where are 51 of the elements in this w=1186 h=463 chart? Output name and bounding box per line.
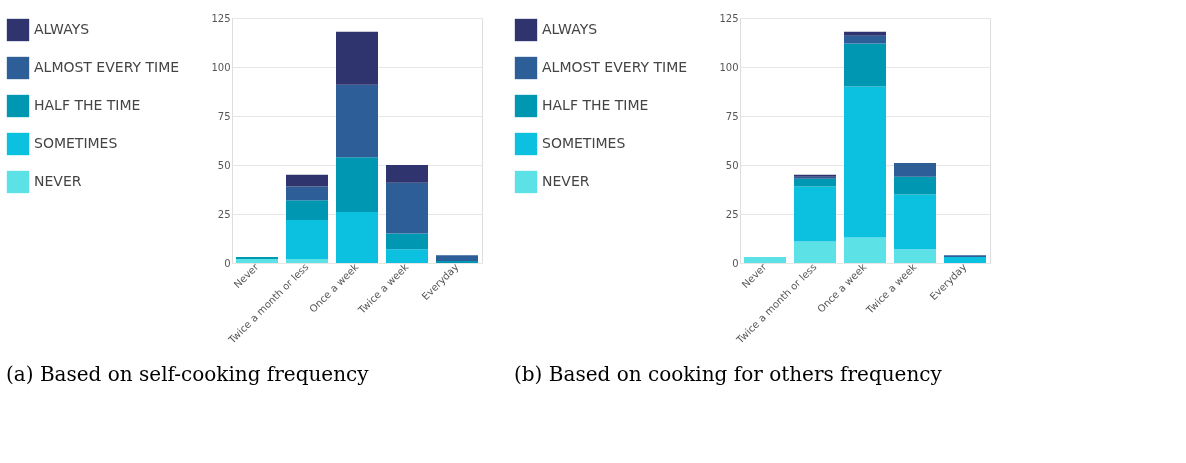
legend-label: NEVER	[34, 173, 82, 189]
legend-label: SOMETIMES	[542, 135, 626, 151]
bar	[336, 84, 378, 158]
legend-label: NEVER	[542, 173, 590, 189]
y-tick-label: 50	[725, 159, 739, 171]
y-tick-label: 100	[211, 61, 231, 73]
legend-label: ALMOST EVERY TIME	[34, 59, 180, 75]
legend-label: ALMOST EVERY TIME	[542, 59, 688, 75]
bar	[386, 182, 428, 234]
bar	[794, 178, 836, 187]
bar	[386, 249, 428, 263]
text: (a) Based on self-cooking frequency	[6, 361, 370, 386]
y-tick-label: 75	[725, 110, 739, 122]
y-tick-label: 125	[211, 12, 231, 24]
y-tick-label: 50	[217, 159, 231, 171]
y-tick-label: 0	[224, 257, 231, 269]
legend-label: HALF THE TIME	[34, 97, 141, 113]
legend-label: HALF THE TIME	[542, 97, 649, 113]
legend-label: ALWAYS	[542, 21, 598, 37]
text: (b) Based on cooking for others frequency	[514, 361, 943, 386]
bar	[744, 257, 786, 263]
bar	[844, 86, 886, 238]
y-tick-label: 75	[217, 110, 231, 122]
legend-label: SOMETIMES	[34, 135, 118, 151]
bar	[894, 249, 936, 263]
bar	[944, 257, 986, 263]
bar	[844, 31, 886, 36]
bar	[386, 233, 428, 250]
bar	[286, 200, 328, 220]
bar	[894, 176, 936, 195]
y-tick-label: 0	[732, 257, 739, 269]
bar	[794, 186, 836, 242]
legend-label: ALWAYS	[34, 21, 90, 37]
bar	[336, 31, 378, 85]
bar	[386, 165, 428, 183]
y-tick-label: 25	[725, 208, 739, 220]
bar	[336, 212, 378, 263]
bar	[336, 157, 378, 213]
bar	[286, 259, 328, 263]
y-tick-label: 25	[217, 208, 231, 220]
bar	[794, 241, 836, 263]
bar	[436, 255, 478, 262]
y-tick-label: 100	[719, 61, 739, 73]
y-tick-label: 125	[719, 12, 739, 24]
bar	[286, 219, 328, 260]
bar	[894, 194, 936, 250]
bar	[286, 186, 328, 201]
bar	[894, 163, 936, 177]
bar	[844, 237, 886, 263]
bar	[844, 43, 886, 87]
bar	[286, 174, 328, 187]
